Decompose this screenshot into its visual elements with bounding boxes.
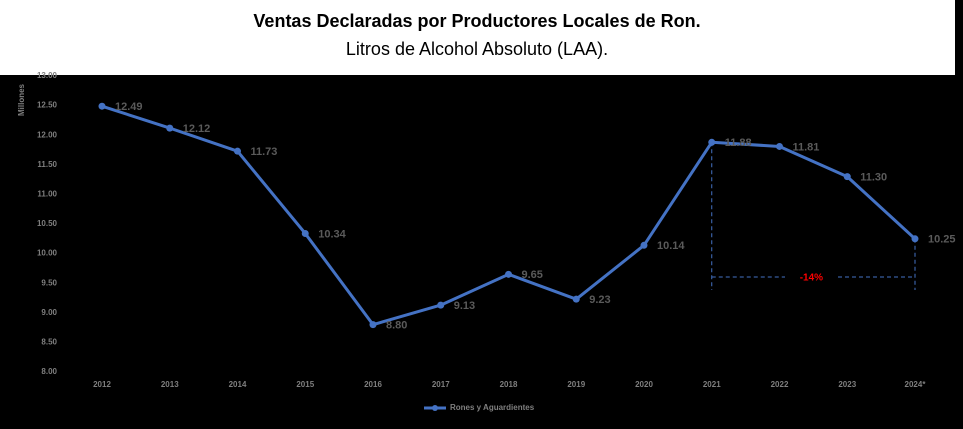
y-tick-label: 8.50 bbox=[41, 338, 57, 347]
data-point bbox=[369, 321, 377, 329]
x-tick-label: 2020 bbox=[635, 380, 653, 389]
data-point bbox=[572, 295, 580, 303]
data-label: 9.23 bbox=[589, 294, 610, 306]
y-tick-label: 13.00 bbox=[37, 71, 58, 80]
x-tick-label: 2014 bbox=[229, 380, 247, 389]
data-label: 11.88 bbox=[725, 137, 752, 149]
x-tick-label: 2015 bbox=[296, 380, 314, 389]
data-label: 12.12 bbox=[183, 123, 211, 135]
annotation-text: -14% bbox=[800, 273, 823, 284]
y-axis-label: Millones bbox=[17, 83, 26, 116]
y-tick-label: 11.50 bbox=[37, 160, 57, 169]
data-label: 11.30 bbox=[860, 172, 887, 184]
y-tick-label: 9.00 bbox=[41, 308, 57, 317]
data-label: 11.73 bbox=[251, 146, 278, 158]
x-tick-label: 2013 bbox=[161, 380, 179, 389]
data-point bbox=[301, 229, 309, 237]
y-tick-label: 12.50 bbox=[37, 101, 58, 110]
y-tick-label: 11.00 bbox=[37, 190, 57, 199]
x-tick-label: 2017 bbox=[432, 380, 450, 389]
legend-marker bbox=[432, 405, 438, 411]
x-tick-label: 2021 bbox=[703, 380, 721, 389]
y-tick-label: 10.50 bbox=[37, 219, 58, 228]
data-point bbox=[776, 142, 783, 150]
x-tick-label: 2023 bbox=[838, 380, 856, 389]
data-point bbox=[505, 270, 512, 278]
data-label: 11.81 bbox=[793, 141, 820, 153]
y-tick-label: 10.00 bbox=[37, 249, 58, 258]
x-tick-label: 2019 bbox=[567, 380, 585, 389]
data-label: 9.65 bbox=[522, 269, 543, 281]
chart-subtitle: Litros de Alcohol Absoluto (LAA). bbox=[346, 39, 608, 59]
data-label: 12.49 bbox=[115, 101, 143, 113]
x-tick-label: 2016 bbox=[364, 380, 382, 389]
data-label: 10.34 bbox=[318, 228, 346, 240]
data-point bbox=[166, 124, 174, 132]
data-point bbox=[437, 301, 445, 309]
header bbox=[0, 0, 955, 75]
data-point bbox=[843, 173, 851, 181]
data-label: 8.80 bbox=[386, 320, 407, 332]
data-point bbox=[98, 102, 106, 110]
x-tick-label: 2018 bbox=[500, 380, 518, 389]
data-label: 10.25 bbox=[928, 234, 956, 246]
data-point bbox=[234, 147, 241, 155]
y-tick-label: 9.50 bbox=[41, 278, 57, 287]
data-label: 10.14 bbox=[657, 240, 685, 252]
y-tick-label: 12.00 bbox=[37, 130, 58, 139]
x-tick-label: 2012 bbox=[93, 380, 111, 389]
chart-title: Ventas Declaradas por Productores Locale… bbox=[253, 11, 700, 31]
data-label: 9.13 bbox=[454, 300, 475, 312]
legend-label: Rones y Aguardientes bbox=[450, 403, 535, 412]
y-tick-label: 8.00 bbox=[41, 367, 57, 376]
x-tick-label: 2024* bbox=[905, 380, 927, 389]
data-point bbox=[640, 241, 648, 249]
x-tick-label: 2022 bbox=[771, 380, 789, 389]
